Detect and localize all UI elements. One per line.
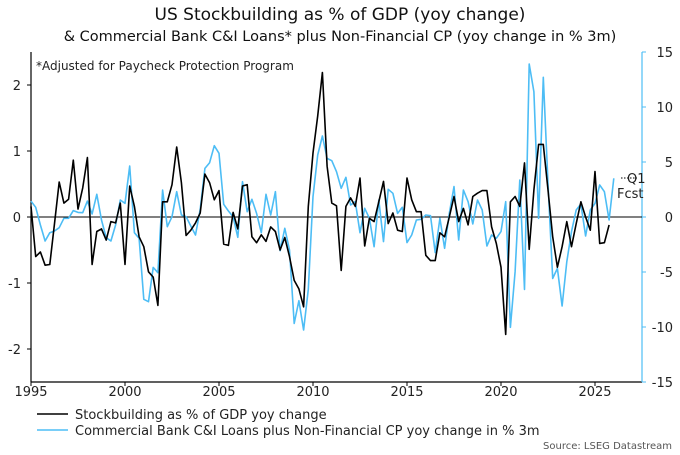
right-axis-tick-label: -5 — [660, 266, 673, 281]
chart-title: US Stockbuilding as % of GDP (yoy change… — [155, 5, 526, 25]
left-axis-tick-label: 2 — [13, 79, 21, 94]
forecast-label-q1: Q1 — [627, 172, 646, 187]
right-axis-tick-label: 10 — [656, 101, 673, 116]
x-axis-tick-label: 2005 — [202, 385, 235, 400]
x-axis-tick-label: 1995 — [14, 385, 47, 400]
right-axis-tick-label: 0 — [665, 211, 673, 226]
x-axis-tick-label: 2000 — [108, 385, 141, 400]
chart-subtitle: & Commercial Bank C&I Loans* plus Non-Fi… — [64, 29, 617, 45]
legend-label-stockbuilding: Stockbuilding as % of GDP yoy change — [75, 408, 327, 423]
x-axis-tick-label: 2025 — [578, 385, 611, 400]
chart-note: *Adjusted for Paycheck Protection Progra… — [36, 59, 294, 73]
left-axis-tick-label: -1 — [8, 277, 21, 292]
legend: Stockbuilding as % of GDP yoy change Com… — [37, 408, 540, 439]
x-axis-tick-label: 2010 — [296, 385, 329, 400]
right-axis-tick-label: 5 — [665, 156, 673, 171]
left-axis-tick-label: -2 — [8, 343, 21, 358]
series-lines — [30, 63, 615, 336]
legend-label-loans: Commercial Bank C&I Loans plus Non-Finan… — [75, 424, 540, 439]
right-axis-tick-label: 15 — [656, 46, 673, 61]
left-axis-tick-label: 1 — [13, 145, 21, 160]
x-axis-tick-label: 2020 — [484, 385, 517, 400]
left-axis-tick-label: 0 — [13, 211, 21, 226]
x-axis-tick-label: 2015 — [390, 385, 423, 400]
source-label: Source: LSEG Datastream — [543, 441, 672, 452]
forecast-label-fcst: Fcst — [617, 187, 644, 202]
right-axis-tick-label: -15 — [652, 376, 673, 391]
right-axis-tick-label: -10 — [652, 321, 673, 336]
series-line-stockbuilding — [30, 71, 610, 336]
series-line-loans — [30, 63, 615, 331]
